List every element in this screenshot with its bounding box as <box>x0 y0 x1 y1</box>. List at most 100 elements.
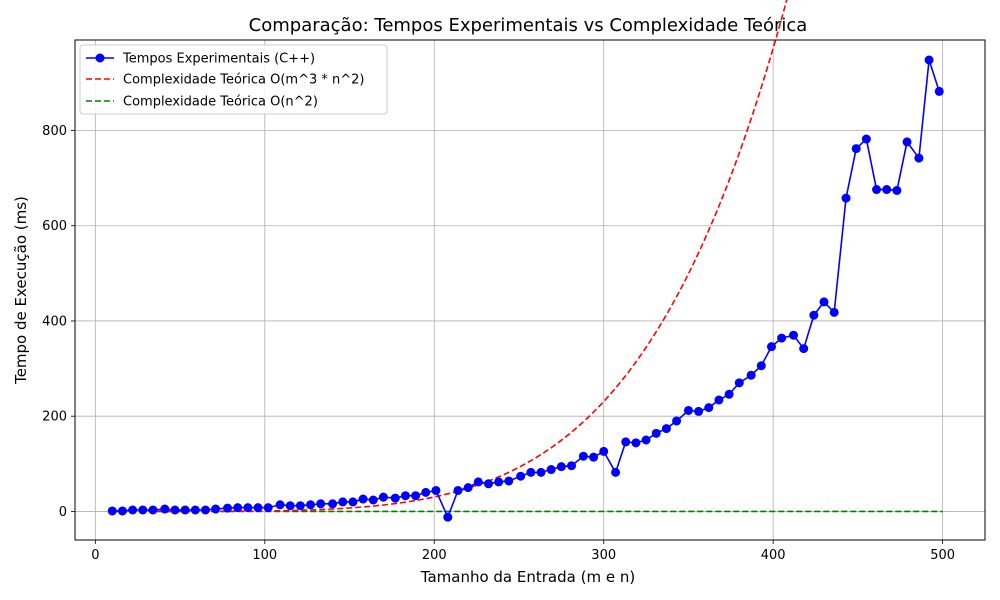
y-axis-label: Tempo de Execução (ms) <box>12 196 30 385</box>
data-point-experimental <box>589 452 599 462</box>
y-tick-label: 200 <box>42 410 67 425</box>
data-point-experimental <box>378 492 388 502</box>
data-point-experimental <box>253 503 263 513</box>
data-point-experimental <box>275 500 285 510</box>
data-point-experimental <box>621 437 631 447</box>
data-point-experimental <box>431 485 441 495</box>
data-point-experimental <box>924 55 934 65</box>
data-point-experimental <box>694 406 704 416</box>
data-point-experimental <box>809 310 819 320</box>
data-point-experimental <box>872 185 882 195</box>
legend: Tempos Experimentais (C++) Complexidade … <box>79 44 388 115</box>
x-tick-label: 100 <box>252 548 277 563</box>
y-tick-label: 400 <box>42 314 67 329</box>
data-point-experimental <box>892 185 902 195</box>
data-point-experimental <box>358 494 368 504</box>
axis-ticks: 0 100 200 300 400 500 0 200 400 600 800 <box>42 124 955 563</box>
chart-title: Comparação: Tempos Experimentais vs Comp… <box>249 15 808 36</box>
data-point-experimental <box>190 505 200 515</box>
data-point-experimental <box>851 144 861 154</box>
data-point-experimental <box>734 378 744 388</box>
y-tick-label: 800 <box>42 124 67 139</box>
data-point-experimental <box>170 505 180 515</box>
data-point-experimental <box>819 297 829 307</box>
data-point-experimental <box>328 499 338 509</box>
data-point-experimental <box>338 497 348 507</box>
data-point-experimental <box>724 389 734 399</box>
data-point-experimental <box>789 330 799 340</box>
data-point-experimental <box>316 499 326 509</box>
data-point-experimental <box>421 487 431 497</box>
legend-label-theoretical-n2: Complexidade Teórica O(n^2) <box>123 95 318 110</box>
data-point-experimental <box>368 495 378 505</box>
data-point-experimental <box>546 465 556 475</box>
x-tick-label: 400 <box>761 548 786 563</box>
legend-label-theoretical-m3n2: Complexidade Teórica O(m^3 * n^2) <box>123 73 365 88</box>
legend-label-experimental: Tempos Experimentais (C++) <box>122 52 315 67</box>
data-point-experimental <box>567 461 577 471</box>
data-point-experimental <box>180 505 190 515</box>
data-point-experimental <box>914 153 924 163</box>
data-point-experimental <box>599 446 609 456</box>
data-point-experimental <box>306 500 316 510</box>
legend-box <box>79 44 388 115</box>
data-point-experimental <box>411 491 421 501</box>
data-point-experimental <box>841 193 851 203</box>
data-point-experimental <box>746 370 756 380</box>
data-point-experimental <box>348 497 358 507</box>
data-point-experimental <box>578 451 588 461</box>
data-point-experimental <box>211 504 221 514</box>
data-point-experimental <box>243 503 253 513</box>
data-point-experimental <box>829 307 839 317</box>
data-point-experimental <box>263 503 273 513</box>
data-point-experimental <box>766 342 776 352</box>
plot-frame <box>74 39 986 541</box>
data-point-experimental <box>683 405 693 415</box>
data-point-experimental <box>494 477 504 487</box>
data-point-experimental <box>148 505 158 515</box>
plot-series <box>107 0 944 522</box>
data-point-experimental <box>799 344 809 354</box>
y-tick-label: 600 <box>42 219 67 234</box>
x-tick-label: 0 <box>91 548 99 563</box>
data-point-experimental <box>160 504 170 514</box>
y-tick-label: 0 <box>59 505 67 520</box>
data-point-experimental <box>536 467 546 477</box>
x-axis-label: Tamanho da Entrada (m e n) <box>420 568 635 586</box>
data-point-experimental <box>390 493 400 503</box>
data-point-experimental <box>641 435 651 445</box>
data-point-experimental <box>756 361 766 371</box>
data-point-experimental <box>934 86 944 96</box>
data-point-experimental <box>285 501 295 511</box>
data-point-experimental <box>128 505 138 515</box>
x-tick-label: 500 <box>930 548 955 563</box>
data-point-experimental <box>107 506 117 516</box>
data-point-experimental <box>882 185 892 195</box>
data-point-experimental <box>672 416 682 426</box>
data-point-experimental <box>704 403 714 413</box>
data-point-experimental <box>556 462 566 472</box>
data-point-experimental <box>473 477 483 487</box>
x-tick-label: 200 <box>422 548 447 563</box>
data-point-experimental <box>117 506 127 516</box>
data-point-experimental <box>504 476 514 486</box>
data-point-experimental <box>526 467 536 477</box>
x-tick-label: 300 <box>591 548 616 563</box>
data-point-experimental <box>233 503 243 513</box>
data-point-experimental <box>651 428 661 438</box>
data-point-experimental <box>777 333 787 343</box>
data-point-experimental <box>295 501 305 511</box>
data-point-experimental <box>200 505 210 515</box>
legend-marker-experimental <box>95 53 105 63</box>
data-point-experimental <box>611 467 621 477</box>
data-point-experimental <box>661 424 671 434</box>
data-point-experimental <box>631 438 641 448</box>
data-point-experimental <box>443 512 453 522</box>
data-point-experimental <box>453 485 463 495</box>
data-point-experimental <box>861 134 871 144</box>
data-point-experimental <box>400 491 410 501</box>
data-point-experimental <box>483 479 493 489</box>
series-line-theoretical-m3n2 <box>112 0 788 513</box>
data-point-experimental <box>902 137 912 147</box>
data-point-experimental <box>223 503 233 513</box>
